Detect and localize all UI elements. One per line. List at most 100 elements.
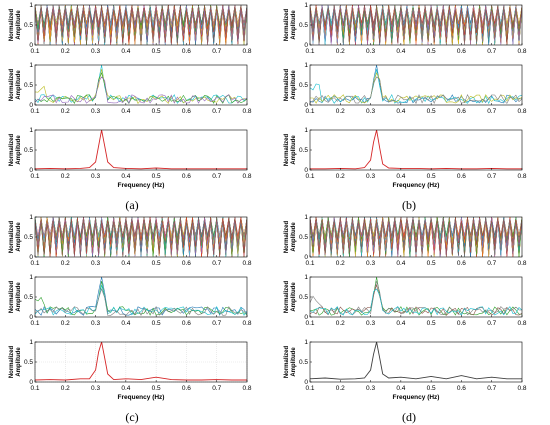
x-tick-label: 0.6 — [182, 48, 191, 55]
x-tick-label: 0.1 — [30, 320, 39, 327]
caption-b: (b) — [402, 198, 416, 212]
x-tick-label: 0.8 — [242, 385, 251, 392]
y-tick-label: 0.5 — [299, 147, 308, 154]
x-tick-label: 0.2 — [61, 385, 70, 392]
series-line — [35, 280, 247, 316]
series-line — [35, 284, 247, 316]
x-tick-label: 0.4 — [121, 260, 130, 267]
x-tick-label: 0.2 — [61, 173, 70, 180]
x-tick-label: 0.3 — [91, 108, 100, 115]
x-tick-label: 0.8 — [242, 320, 251, 327]
x-tick-label: 0.1 — [30, 385, 39, 392]
y-axis-label: NormalizedAmplitude — [9, 280, 22, 313]
x-tick-label: 0.3 — [366, 173, 375, 180]
plot-area — [310, 5, 522, 45]
x-tick-label: 0.3 — [91, 385, 100, 392]
series-line — [310, 5, 522, 44]
x-tick-label: 0.5 — [152, 48, 161, 55]
y-tick-label: 1 — [304, 2, 308, 9]
x-tick-label: 0.1 — [30, 173, 39, 180]
y-axis-label: NormalizedAmplitude — [284, 345, 297, 378]
x-tick-label: 0.6 — [457, 320, 466, 327]
x-tick-label: 0.6 — [457, 385, 466, 392]
x-tick-label: 0.5 — [427, 385, 436, 392]
y-tick-label: 0 — [29, 254, 33, 261]
x-tick-label: 0.5 — [152, 320, 161, 327]
series-line — [310, 283, 522, 316]
x-tick-label: 0.7 — [212, 260, 221, 267]
x-tick-label: 0.2 — [336, 48, 345, 55]
x-tick-label: 0.6 — [182, 385, 191, 392]
x-tick-label: 0.4 — [121, 108, 130, 115]
x-tick-label: 0.6 — [182, 320, 191, 327]
caption-c: (c) — [125, 410, 138, 424]
y-tick-label: 1 — [304, 214, 308, 221]
y-tick-label: 0.5 — [299, 294, 308, 301]
plot-area — [310, 342, 522, 380]
series-line — [35, 342, 247, 381]
subplot-selected-traces: 0.1 0.2 0.3 0.4 0.5 0.6 0.7 0.8 0 0.5 1 NormalizedA… — [9, 62, 252, 115]
caption-a: (a) — [125, 198, 138, 212]
x-tick-label: 0.2 — [61, 48, 70, 55]
x-tick-label: 0.6 — [182, 108, 191, 115]
subplot-average: 0.1 0.2 0.3 0.4 0.5 0.6 0.7 0.8 0 0.5 1 NormalizedA… — [9, 339, 252, 401]
x-tick-label: 0.3 — [366, 260, 375, 267]
y-tick-label: 1 — [304, 62, 308, 69]
subplot-average: 0.1 0.2 0.3 0.4 0.5 0.6 0.7 0.8 0 0.5 1 NormalizedA… — [284, 339, 527, 401]
series-line — [35, 288, 247, 317]
y-tick-label: 0.5 — [24, 294, 33, 301]
subplot-selected-traces: 0.1 0.2 0.3 0.4 0.5 0.6 0.7 0.8 0 0.5 1 NormalizedA… — [284, 62, 527, 115]
plot-area — [35, 342, 247, 381]
x-axis-label: Frequency (Hz) — [118, 394, 165, 401]
x-tick-label: 0.1 — [30, 108, 39, 115]
axes-frame — [34, 129, 248, 171]
x-tick-label: 0.4 — [121, 320, 130, 327]
plot-area — [35, 130, 247, 170]
x-tick-label: 0.7 — [212, 173, 221, 180]
plot-area — [310, 130, 522, 170]
y-tick-label: 0.5 — [24, 234, 33, 241]
y-tick-label: 1 — [29, 62, 33, 69]
x-tick-label: 0.8 — [517, 385, 526, 392]
x-tick-label: 0.2 — [336, 260, 345, 267]
x-tick-label: 0.1 — [305, 260, 314, 267]
x-tick-label: 0.1 — [305, 108, 314, 115]
series-line — [310, 342, 522, 380]
x-tick-label: 0.8 — [242, 108, 251, 115]
y-tick-label: 1 — [29, 214, 33, 221]
x-tick-label: 0.8 — [517, 260, 526, 267]
subplot-selected-traces: 0.1 0.2 0.3 0.4 0.5 0.6 0.7 0.8 0 0.5 1 NormalizedA… — [284, 274, 527, 327]
x-tick-label: 0.5 — [427, 48, 436, 55]
series-line — [35, 65, 247, 104]
x-tick-label: 0.5 — [152, 385, 161, 392]
y-tick-label: 1 — [29, 274, 33, 281]
x-tick-label: 0.5 — [152, 108, 161, 115]
x-tick-label: 0.2 — [336, 320, 345, 327]
x-tick-label: 0.4 — [396, 48, 405, 55]
x-tick-label: 0.7 — [487, 320, 496, 327]
subplot-all-traces: 0.1 0.2 0.3 0.4 0.5 0.6 0.7 0.8 0 0.5 1 NormalizedA… — [9, 2, 252, 55]
x-tick-label: 0.2 — [336, 173, 345, 180]
x-tick-label: 0.7 — [487, 385, 496, 392]
x-tick-label: 0.2 — [61, 260, 70, 267]
plot-area — [310, 277, 522, 316]
series-line — [35, 76, 247, 104]
y-tick-label: 1 — [29, 339, 33, 346]
y-axis-label: NormalizedAmplitude — [284, 220, 297, 253]
y-tick-label: 0 — [29, 102, 33, 109]
y-tick-label: 0 — [304, 379, 308, 386]
y-axis-label: NormalizedAmplitude — [284, 8, 297, 41]
x-tick-label: 0.4 — [396, 320, 405, 327]
x-tick-label: 0.6 — [457, 48, 466, 55]
x-tick-label: 0.5 — [152, 173, 161, 180]
x-tick-label: 0.3 — [91, 260, 100, 267]
series-line — [310, 68, 522, 105]
series-line — [35, 5, 247, 45]
x-tick-label: 0.1 — [305, 320, 314, 327]
x-tick-label: 0.3 — [91, 320, 100, 327]
x-tick-label: 0.8 — [517, 48, 526, 55]
x-tick-label: 0.8 — [242, 260, 251, 267]
x-tick-label: 0.2 — [336, 385, 345, 392]
series-line — [35, 130, 247, 170]
x-tick-label: 0.1 — [305, 173, 314, 180]
